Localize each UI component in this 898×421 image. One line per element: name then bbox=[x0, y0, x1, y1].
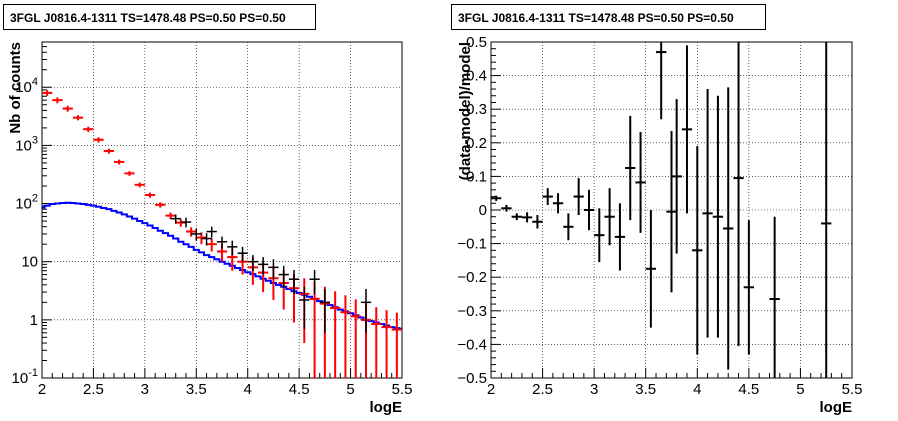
x-tick-label: 5 bbox=[346, 381, 354, 398]
y-tick-label: 103 bbox=[15, 134, 38, 154]
plot-frame-left bbox=[41, 41, 403, 379]
y-tick-label: −0.4 bbox=[457, 336, 487, 353]
x-tick-label: 4 bbox=[244, 381, 252, 398]
x-tick-label: 2 bbox=[38, 381, 46, 398]
x-tick-label: 2.5 bbox=[83, 381, 104, 398]
y-tick-label: 0.5 bbox=[466, 34, 487, 51]
y-tick-label: −0.2 bbox=[457, 269, 487, 286]
y-tick-label: 0 bbox=[479, 202, 487, 219]
x-tick-label: 4.5 bbox=[738, 381, 759, 398]
y-axis-label-left: Nb of counts bbox=[7, 42, 24, 134]
component-model-line bbox=[42, 201, 402, 330]
x-axis-label-right: logE bbox=[820, 399, 853, 416]
y-tick-label: 0.1 bbox=[466, 168, 487, 185]
x-tick-label: 4.5 bbox=[289, 381, 310, 398]
y-tick-label: −0.5 bbox=[457, 370, 487, 387]
y-tick-label: −0.1 bbox=[457, 236, 487, 253]
x-tick-label: 5.5 bbox=[842, 381, 863, 398]
x-tick-label: 4 bbox=[693, 381, 701, 398]
y-tick-label: 10-1 bbox=[12, 367, 38, 387]
chart-title-left: 3FGL J0816.4-1311 TS=1478.48 PS=0.50 PS=… bbox=[3, 4, 316, 30]
y-axis-label-right: (data-model)/model bbox=[457, 42, 474, 180]
y-tick-label: 104 bbox=[15, 76, 38, 96]
x-tick-label: 2.5 bbox=[532, 381, 553, 398]
y-tick-label: 0.3 bbox=[466, 101, 487, 118]
y-tick-label: 0.2 bbox=[466, 135, 487, 152]
y-tick-label: 102 bbox=[15, 193, 38, 213]
x-tick-label: 2 bbox=[487, 381, 495, 398]
x-tick-label: 3 bbox=[141, 381, 149, 398]
x-tick-label: 3.5 bbox=[635, 381, 656, 398]
x-tick-label: 5 bbox=[796, 381, 804, 398]
x-tick-label: 3 bbox=[590, 381, 598, 398]
y-tick-label: 1 bbox=[30, 312, 38, 329]
y-tick-label: 0.4 bbox=[466, 68, 487, 85]
chart-title-right: 3FGL J0816.4-1311 TS=1478.48 PS=0.50 PS=… bbox=[451, 4, 766, 30]
x-axis-label-left: logE bbox=[370, 399, 403, 416]
y-tick-label: −0.3 bbox=[457, 303, 487, 320]
x-tick-label: 5.5 bbox=[392, 381, 413, 398]
y-tick-label: 10 bbox=[21, 254, 38, 271]
x-tick-label: 3.5 bbox=[186, 381, 207, 398]
